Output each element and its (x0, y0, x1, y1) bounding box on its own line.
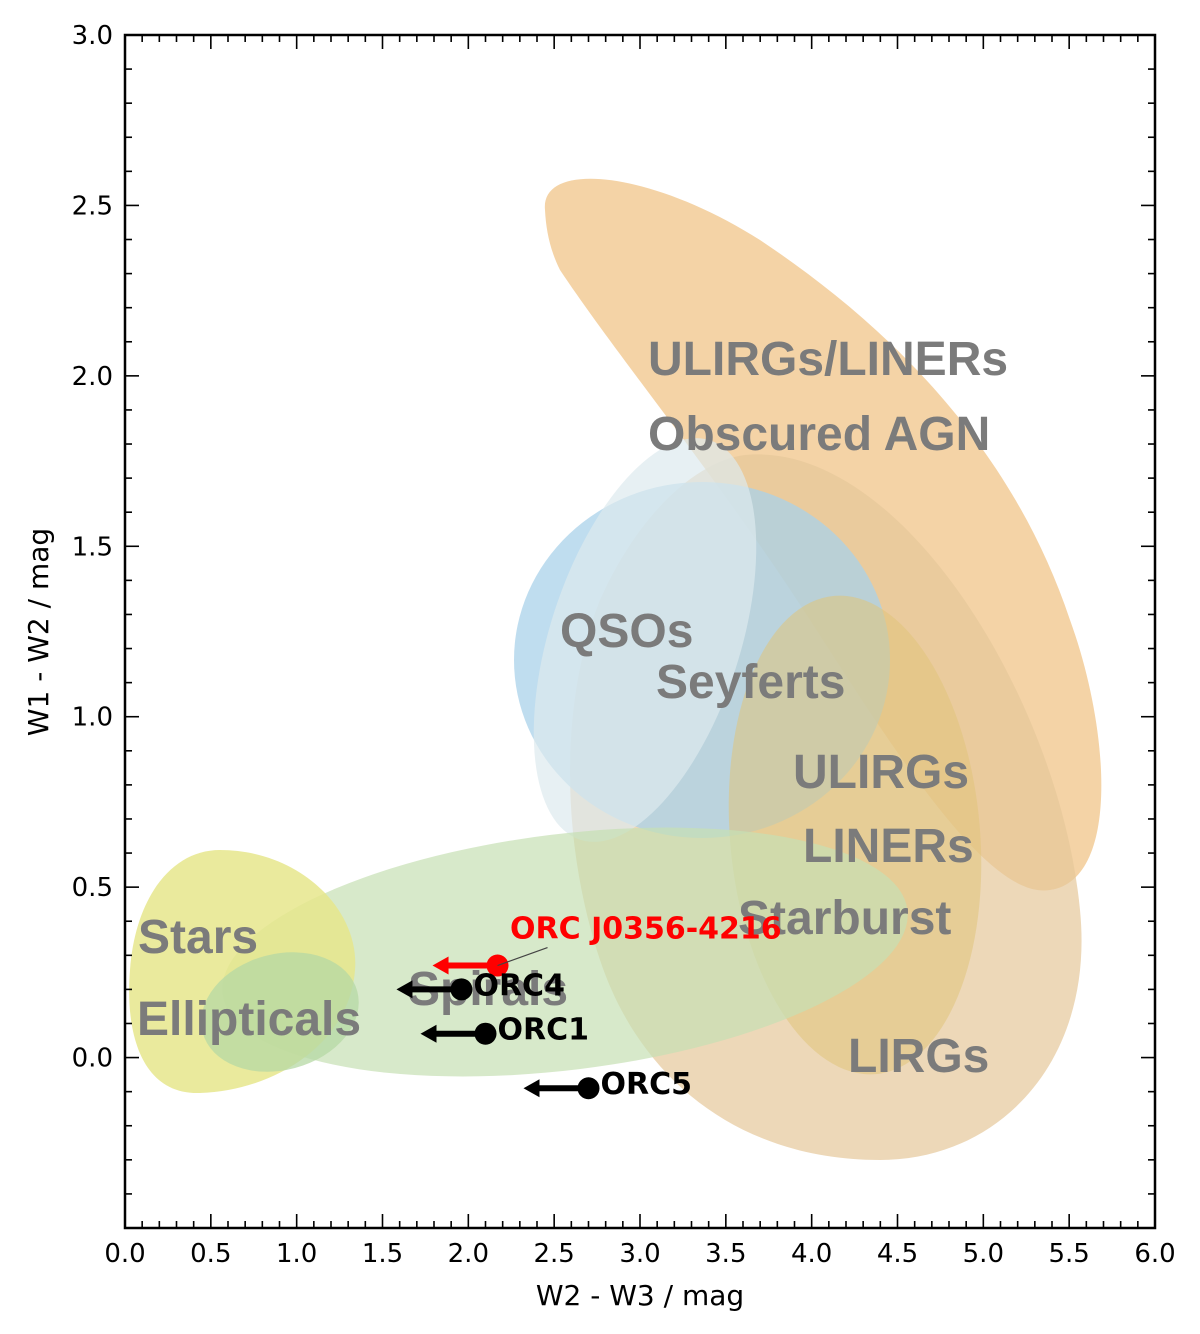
x-tick-label: 0.0 (104, 1239, 145, 1269)
data-marker (450, 978, 473, 1001)
label-leader-line (497, 946, 548, 967)
data-marker (577, 1077, 600, 1100)
axis-ticks: 0.0 0.5 1.0 1.5 2.0 2.5 3.0 3.5 4.0 4.5 5.0 5.5 6.0 0… (72, 21, 1176, 1269)
y-tick-label: 1.5 (72, 532, 113, 562)
source-label: ORC5 (601, 1067, 693, 1102)
x-tick-label: 6.0 (1134, 1239, 1175, 1269)
region-spirals (222, 827, 908, 1077)
region-seyferts (533, 438, 757, 842)
y-tick-label: 0.5 (72, 873, 113, 903)
label-ellipticals: Ellipticals (137, 993, 361, 1046)
x-tick-label: 2.5 (533, 1239, 574, 1269)
upper-limit-arrow-head (396, 980, 413, 999)
data-marker (474, 1022, 497, 1045)
upper-limit-arrow-head (523, 1079, 540, 1098)
source-label: ORC4 (473, 968, 565, 1003)
label-ulirgs: ULIRGs (793, 746, 969, 799)
x-tick-label: 1.0 (276, 1239, 317, 1269)
y-tick-label: 0.0 (72, 1044, 113, 1074)
label-liners: LINERs (803, 820, 974, 873)
label-lirgs: LIRGs (848, 1030, 989, 1083)
label-qsos: QSOs (560, 605, 693, 658)
y-axis-label: W1 - W2 / mag (22, 528, 55, 736)
y-tick-label: 1.0 (72, 703, 113, 733)
x-tick-label: 0.5 (190, 1239, 231, 1269)
source-label: ORC1 (498, 1013, 590, 1048)
x-tick-label: 4.5 (877, 1239, 918, 1269)
upper-limit-arrow-head (420, 1024, 437, 1043)
label-ulirgs-liners: ULIRGs/LINERs (648, 333, 1008, 386)
x-tick-label: 3.0 (619, 1239, 660, 1269)
point-orc4: ORC4 (396, 968, 565, 1003)
region-labels: ULIRGs/LINERs Obscured AGN QSOs Seyferts… (137, 333, 1008, 1083)
x-tick-label: 2.0 (448, 1239, 489, 1269)
point-orc-j0356-4216: ORC J0356-4216 (432, 911, 782, 977)
x-axis-label: W2 - W3 / mag (536, 1279, 744, 1312)
y-tick-label: 3.0 (72, 21, 113, 51)
source-label: ORC J0356-4216 (510, 911, 782, 946)
data-points: ORC J0356-4216 ORC4 ORC1 ORC5 (396, 911, 782, 1102)
x-tick-label: 5.5 (1048, 1239, 1089, 1269)
x-tick-label: 1.5 (362, 1239, 403, 1269)
label-obscured-agn: Obscured AGN (648, 408, 990, 461)
classification-regions (129, 178, 1102, 1160)
point-orc1: ORC1 (420, 1013, 590, 1048)
x-tick-label: 3.5 (705, 1239, 746, 1269)
label-starburst: Starburst (738, 892, 951, 945)
y-tick-label: 2.0 (72, 362, 113, 392)
label-seyferts: Seyferts (656, 656, 845, 709)
region-ellipticals (201, 952, 359, 1072)
x-tick-label: 4.0 (791, 1239, 832, 1269)
x-tick-label: 5.0 (963, 1239, 1004, 1269)
plot-frame (123, 33, 1157, 1230)
point-orc5: ORC5 (523, 1067, 693, 1102)
label-stars: Stars (138, 911, 258, 964)
upper-limit-arrow-head (432, 956, 449, 975)
y-tick-label: 2.5 (72, 191, 113, 221)
